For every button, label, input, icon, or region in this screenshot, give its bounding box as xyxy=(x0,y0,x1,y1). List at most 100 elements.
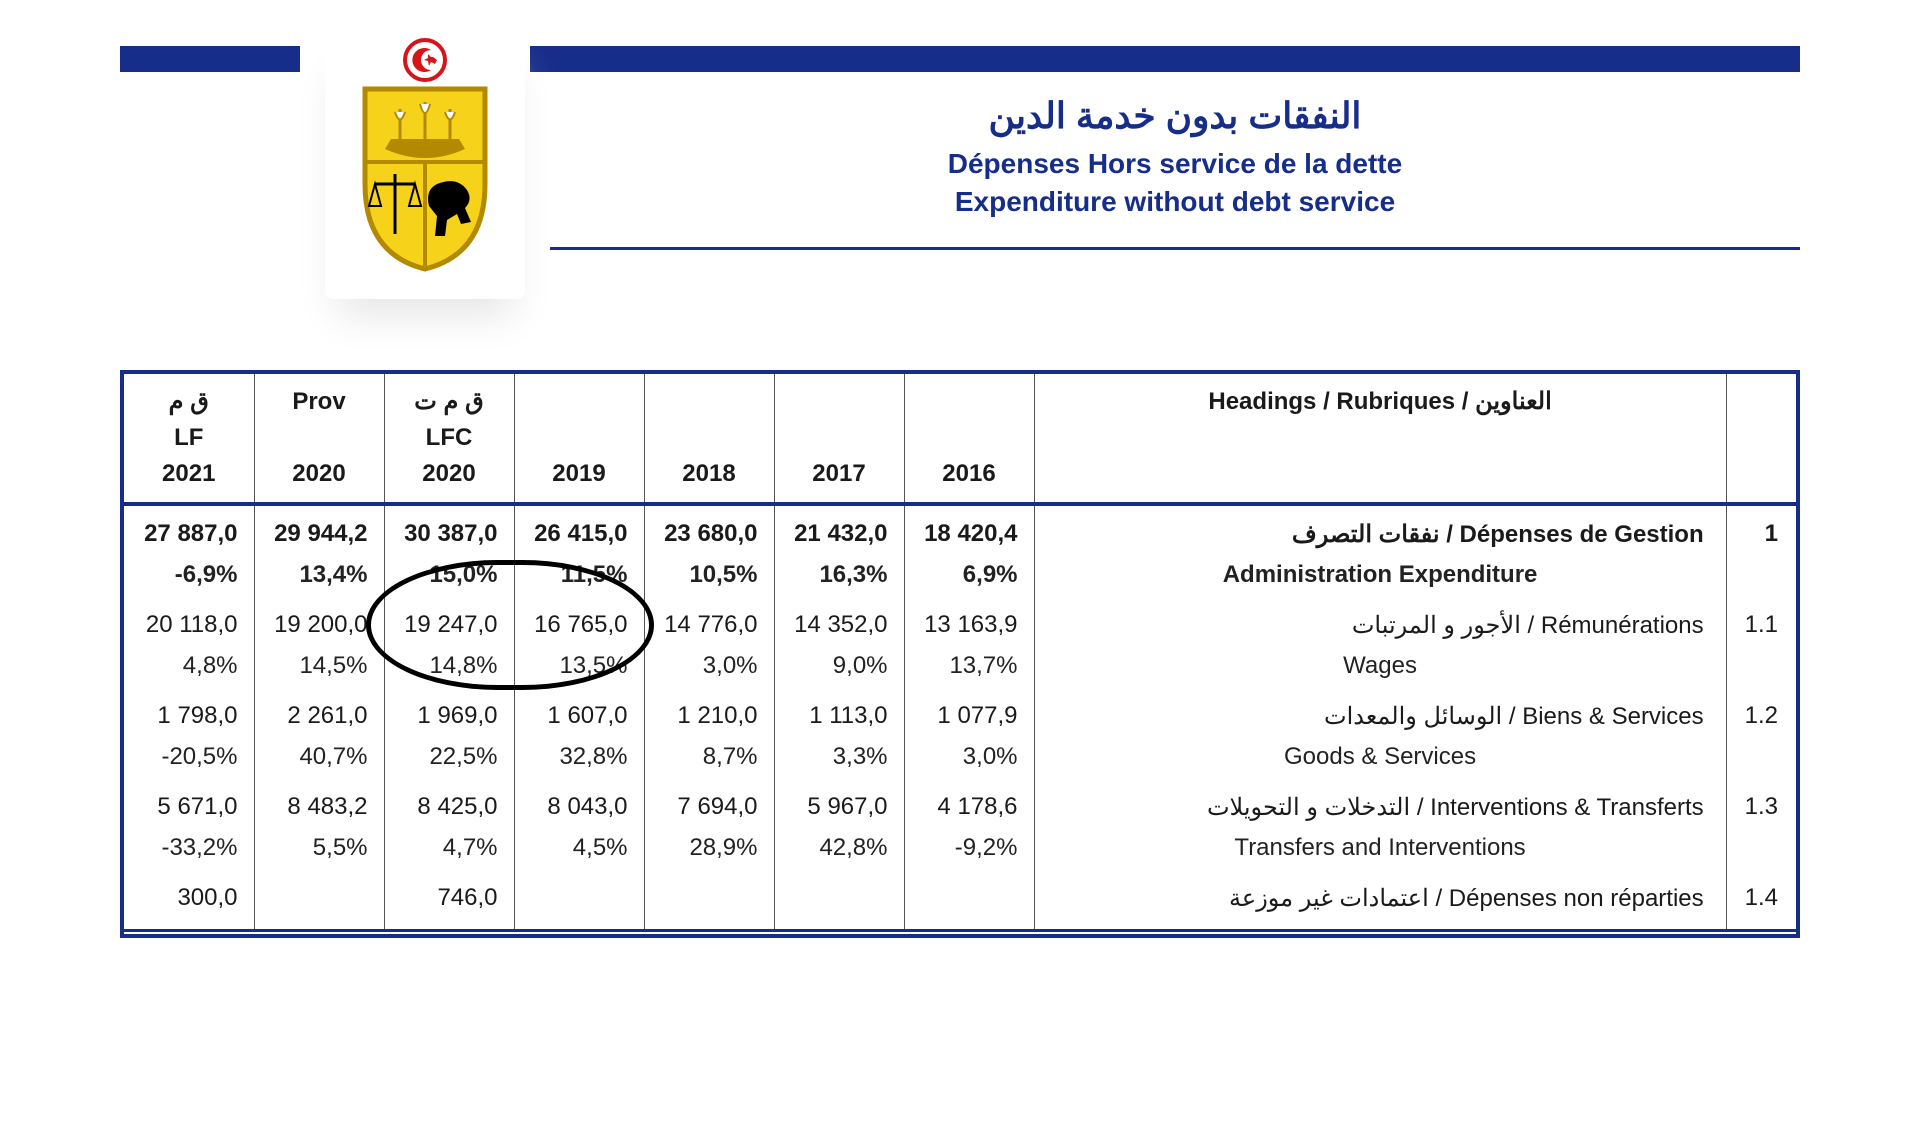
value-cell: 1 607,0 xyxy=(514,684,644,737)
document-page: النفقات بدون خدمة الدين Dépenses Hors se… xyxy=(120,40,1800,938)
table-row xyxy=(124,919,1796,931)
table-row: 4,8%14,5%14,8%13,5%3,0%9,0%13,7%Wages xyxy=(124,646,1796,684)
row-index xyxy=(1726,828,1796,866)
row-heading-en: Transfers and Interventions xyxy=(1034,828,1726,866)
value-cell xyxy=(514,866,644,919)
percent-cell: 3,0% xyxy=(904,737,1034,775)
percent-cell: -6,9% xyxy=(124,555,254,593)
row-index: 1.4 xyxy=(1726,866,1796,919)
value-cell xyxy=(644,866,774,919)
percent-cell xyxy=(124,919,254,931)
percent-cell: 14,8% xyxy=(384,646,514,684)
value-cell: 8 425,0 xyxy=(384,775,514,828)
value-cell: 8 043,0 xyxy=(514,775,644,828)
value-cell: 21 432,0 xyxy=(774,504,904,555)
value-cell: 26 415,0 xyxy=(514,504,644,555)
row-heading-en: Administration Expenditure xyxy=(1034,555,1726,593)
title-english: Expenditure without debt service xyxy=(550,183,1800,221)
row-index: 1.2 xyxy=(1726,684,1796,737)
row-heading-en: Wages xyxy=(1034,646,1726,684)
table-row: -6,9%13,4%15,0%11,5%10,5%16,3%6,9%Admini… xyxy=(124,555,1796,593)
row-index xyxy=(1726,737,1796,775)
value-cell: 1 798,0 xyxy=(124,684,254,737)
percent-cell: 28,9% xyxy=(644,828,774,866)
title-arabic: النفقات بدون خدمة الدين xyxy=(550,95,1800,137)
document-header: النفقات بدون خدمة الدين Dépenses Hors se… xyxy=(120,40,1800,250)
column-header: 2016 xyxy=(904,374,1034,504)
value-cell: 5 967,0 xyxy=(774,775,904,828)
table-row: 1 798,02 261,01 969,01 607,01 210,01 113… xyxy=(124,684,1796,737)
percent-cell: 15,0% xyxy=(384,555,514,593)
percent-cell: -20,5% xyxy=(124,737,254,775)
row-heading-en xyxy=(1034,919,1726,931)
value-cell: 8 483,2 xyxy=(254,775,384,828)
row-heading: الأجور و المرتبات / Rémunérations xyxy=(1034,593,1726,646)
value-cell: 19 247,0 xyxy=(384,593,514,646)
row-index: 1 xyxy=(1726,504,1796,555)
percent-cell xyxy=(254,919,384,931)
index-column-header xyxy=(1726,374,1796,504)
value-cell: 300,0 xyxy=(124,866,254,919)
table-row: -20,5%40,7%22,5%32,8%8,7%3,3%3,0%Goods &… xyxy=(124,737,1796,775)
percent-cell xyxy=(644,919,774,931)
value-cell: 1 113,0 xyxy=(774,684,904,737)
column-header: 2019 xyxy=(514,374,644,504)
percent-cell: 13,5% xyxy=(514,646,644,684)
row-heading: التدخلات و التحويلات / Interventions & T… xyxy=(1034,775,1726,828)
value-cell xyxy=(774,866,904,919)
value-cell: 18 420,4 xyxy=(904,504,1034,555)
percent-cell: 16,3% xyxy=(774,555,904,593)
value-cell: 30 387,0 xyxy=(384,504,514,555)
percent-cell: 3,0% xyxy=(644,646,774,684)
value-cell xyxy=(904,866,1034,919)
row-index: 1.1 xyxy=(1726,593,1796,646)
percent-cell xyxy=(774,919,904,931)
percent-cell: 4,8% xyxy=(124,646,254,684)
header-bar-left xyxy=(120,46,300,72)
percent-cell: 9,0% xyxy=(774,646,904,684)
value-cell: 16 765,0 xyxy=(514,593,644,646)
column-header: 2018 xyxy=(644,374,774,504)
value-cell: 1 969,0 xyxy=(384,684,514,737)
value-cell: 2 261,0 xyxy=(254,684,384,737)
row-heading: اعتمادات غير موزعة / Dépenses non répart… xyxy=(1034,866,1726,919)
table-row: 300,0 746,0 اعتمادات غير موزعة / Dépenses … xyxy=(124,866,1796,919)
percent-cell: 13,4% xyxy=(254,555,384,593)
row-index xyxy=(1726,646,1796,684)
value-cell: 4 178,6 xyxy=(904,775,1034,828)
expenditure-table: ق مLF2021Prov 2020ق م تLFC2020 2019 2018… xyxy=(120,370,1800,939)
value-cell: 746,0 xyxy=(384,866,514,919)
value-cell: 1 077,9 xyxy=(904,684,1034,737)
coat-of-arms-icon xyxy=(345,34,505,274)
table-row: 20 118,019 200,019 247,016 765,014 776,0… xyxy=(124,593,1796,646)
percent-cell: 3,3% xyxy=(774,737,904,775)
percent-cell: 13,7% xyxy=(904,646,1034,684)
column-header: ق م تLFC2020 xyxy=(384,374,514,504)
tunisia-emblem xyxy=(325,34,525,299)
headings-column-header: Headings / Rubriques / العناوين xyxy=(1034,374,1726,504)
value-cell: 5 671,0 xyxy=(124,775,254,828)
percent-cell: 42,8% xyxy=(774,828,904,866)
title-french: Dépenses Hors service de la dette xyxy=(550,145,1800,183)
percent-cell: 8,7% xyxy=(644,737,774,775)
row-index: 1.3 xyxy=(1726,775,1796,828)
value-cell: 29 944,2 xyxy=(254,504,384,555)
percent-cell xyxy=(904,919,1034,931)
value-cell: 1 210,0 xyxy=(644,684,774,737)
value-cell: 14 352,0 xyxy=(774,593,904,646)
percent-cell: 14,5% xyxy=(254,646,384,684)
percent-cell: -9,2% xyxy=(904,828,1034,866)
value-cell: 27 887,0 xyxy=(124,504,254,555)
header-underline xyxy=(550,247,1800,250)
percent-cell: 40,7% xyxy=(254,737,384,775)
percent-cell: 32,8% xyxy=(514,737,644,775)
percent-cell: 11,5% xyxy=(514,555,644,593)
column-header: ق مLF2021 xyxy=(124,374,254,504)
percent-cell: 22,5% xyxy=(384,737,514,775)
row-index xyxy=(1726,919,1796,931)
percent-cell xyxy=(384,919,514,931)
value-cell: 7 694,0 xyxy=(644,775,774,828)
column-header: 2017 xyxy=(774,374,904,504)
percent-cell: 4,7% xyxy=(384,828,514,866)
row-heading: الوسائل والمعدات / Biens & Services xyxy=(1034,684,1726,737)
